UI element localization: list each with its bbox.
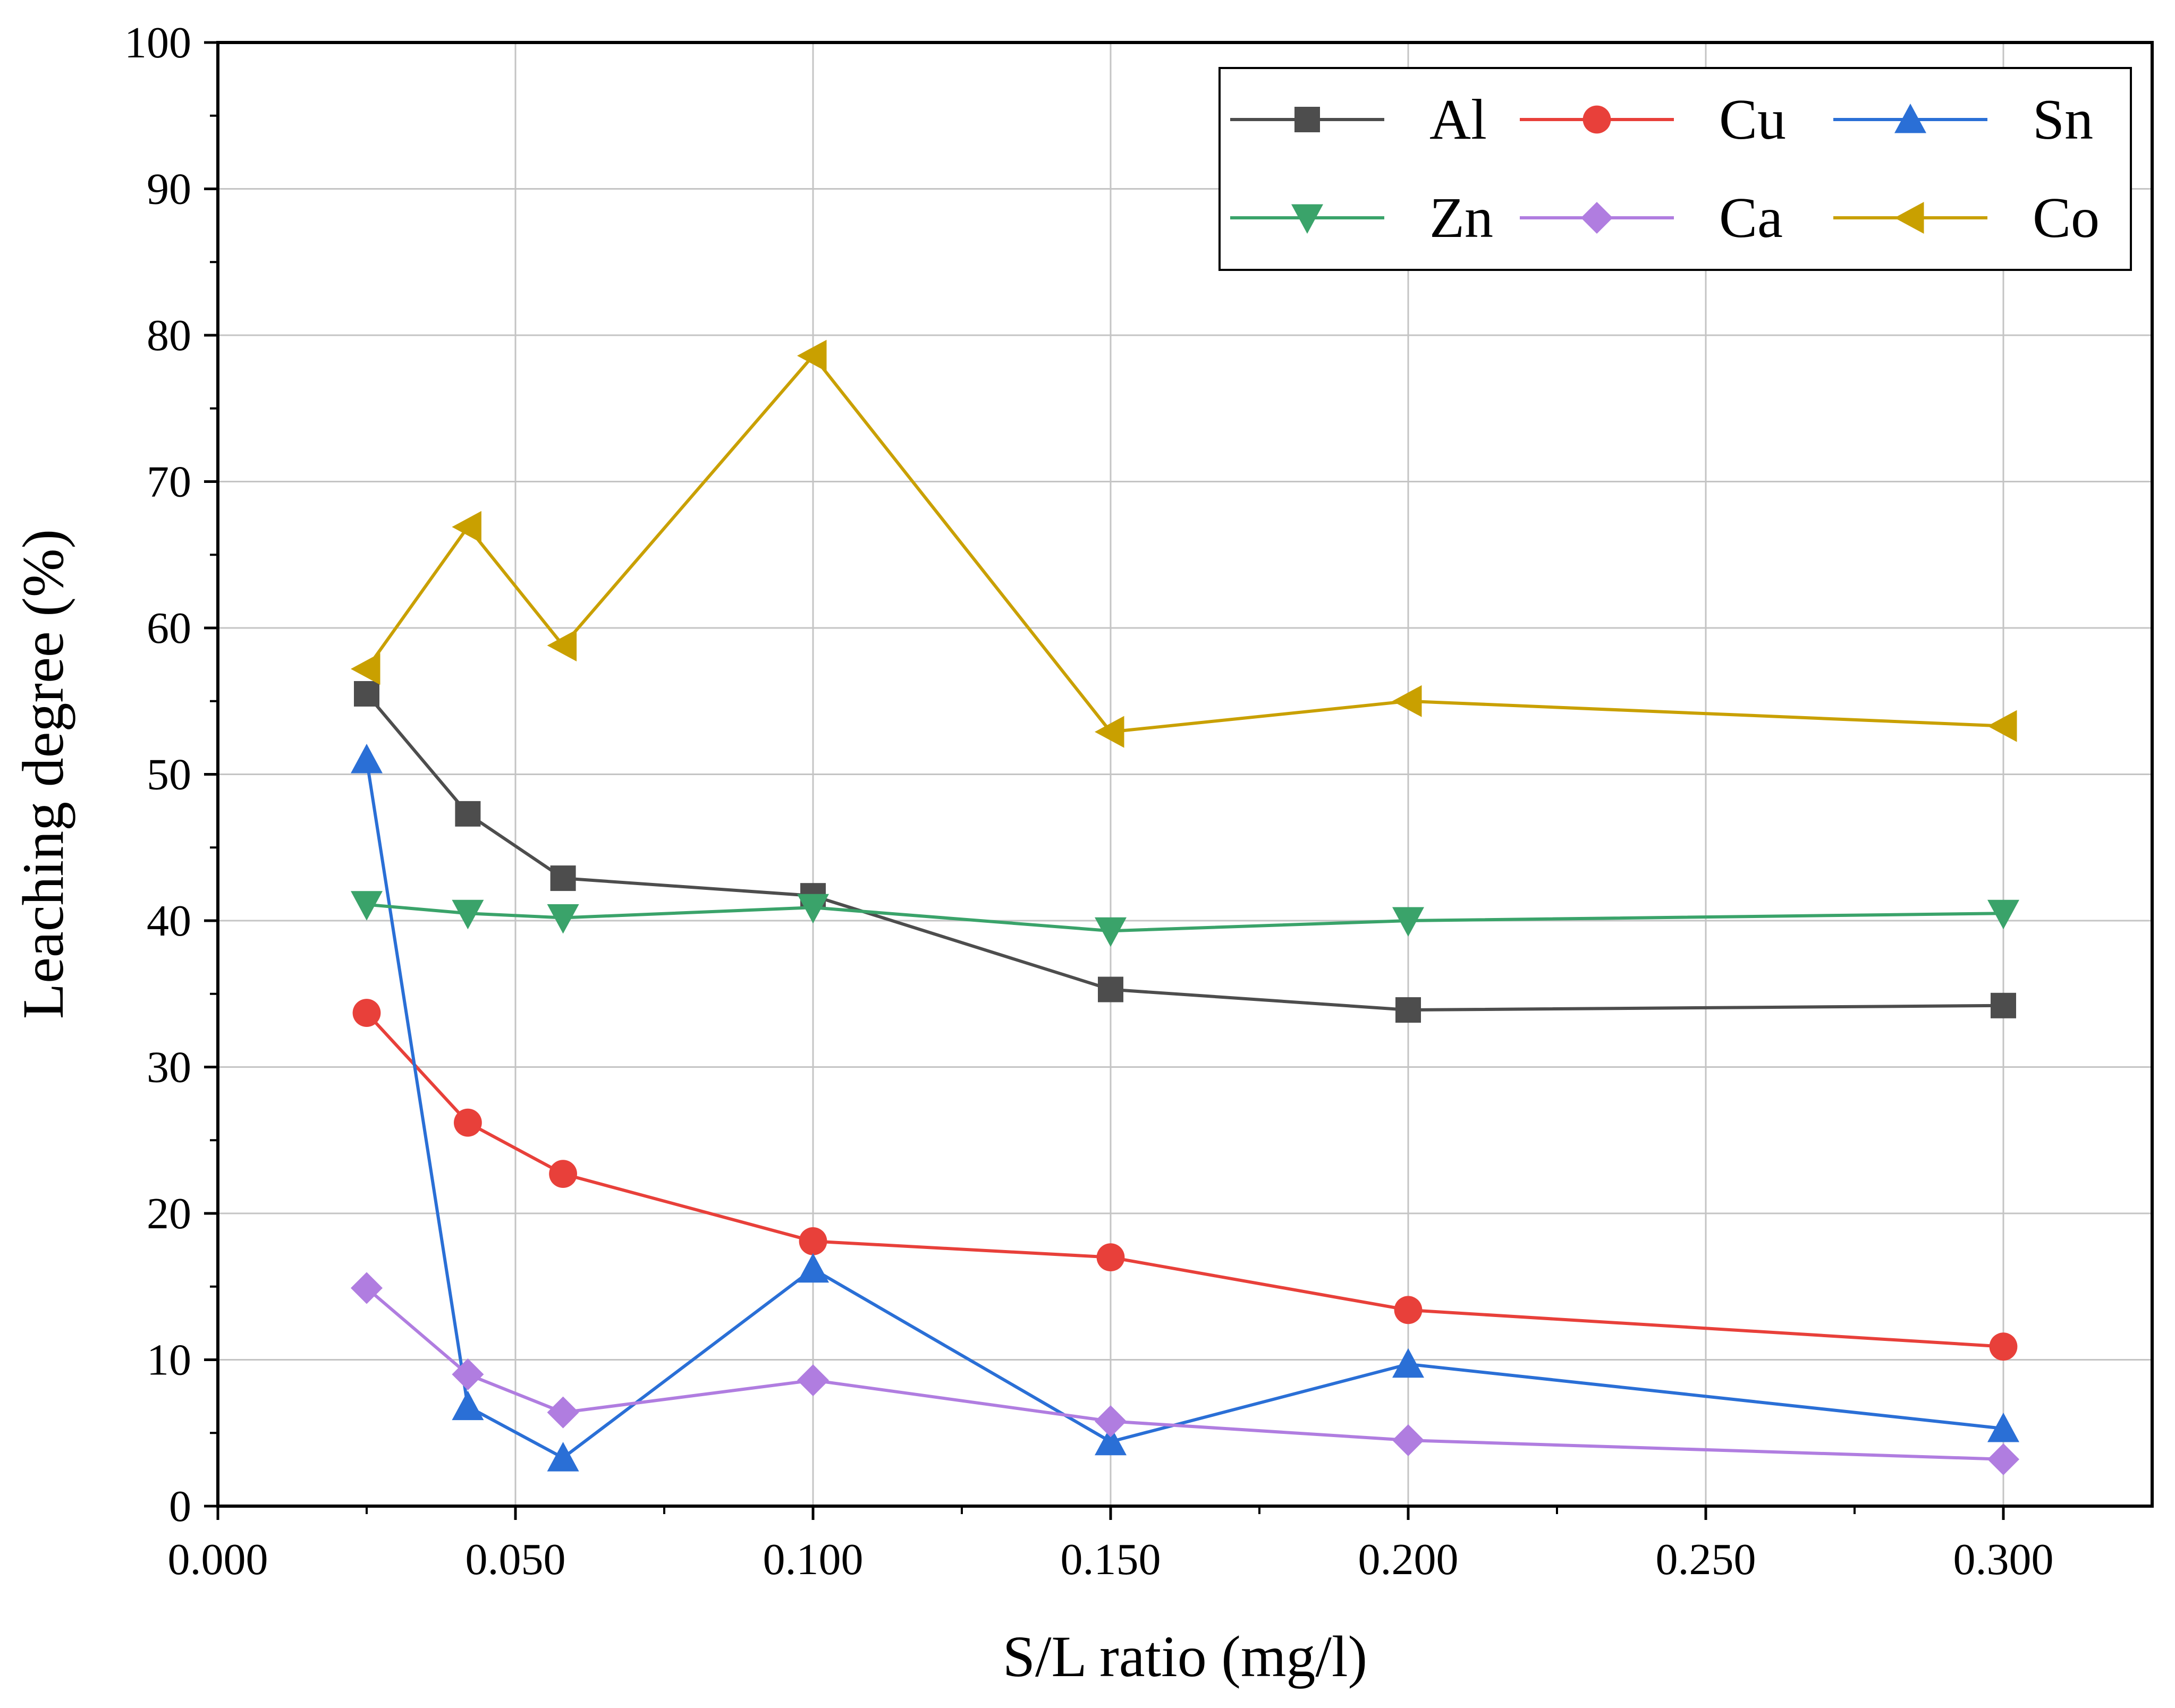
ca-point — [1095, 1405, 1127, 1438]
cu-point — [1989, 1332, 2018, 1361]
sn-point — [351, 743, 383, 774]
legend-label-sn: Sn — [2033, 88, 2093, 151]
cu-point — [1394, 1296, 1423, 1324]
zn-point — [351, 891, 383, 921]
co-point — [1392, 685, 1422, 717]
y-tick-label: 40 — [147, 896, 191, 946]
series-cu — [352, 999, 2018, 1361]
al-point — [550, 865, 576, 891]
legend: Al Cu Sn Zn Ca Co — [1218, 67, 2132, 271]
x-tick-label: 0.200 — [1358, 1535, 1459, 1584]
ca-point — [797, 1364, 829, 1397]
x-tick-label: 0.000 — [168, 1535, 268, 1584]
legend-item-al: Al — [1230, 88, 1487, 151]
ca-point — [1392, 1424, 1424, 1457]
co-point — [452, 511, 481, 543]
sn-point — [1987, 1412, 2019, 1442]
ca-point — [1987, 1443, 2019, 1475]
sn-point — [547, 1442, 579, 1472]
y-tick-label: 80 — [147, 311, 191, 360]
co-line — [365, 354, 2004, 734]
cu-point — [352, 999, 381, 1027]
legend-label-cu: Cu — [1719, 88, 1786, 151]
co-point — [351, 653, 380, 685]
y-axis-title: Leaching degree (%) — [11, 529, 75, 1019]
zn-point — [547, 904, 579, 934]
sn-point — [797, 1253, 829, 1283]
ca-point — [452, 1358, 484, 1391]
legend-marker-ca — [1581, 202, 1613, 234]
legend-item-cu: Cu — [1520, 88, 1786, 151]
legend-label-al: Al — [1429, 88, 1487, 151]
y-tick-label: 20 — [147, 1189, 191, 1238]
cu-point — [549, 1160, 577, 1188]
zn-point — [452, 899, 484, 930]
co-point — [1095, 716, 1124, 748]
x-tick-label: 0.250 — [1656, 1535, 1756, 1584]
legend-label-ca: Ca — [1719, 186, 1783, 250]
zn-point — [797, 894, 829, 924]
legend-box — [1218, 67, 2132, 271]
cu-point — [799, 1227, 827, 1255]
x-tick-label: 0.100 — [763, 1535, 864, 1584]
ca-point — [547, 1396, 579, 1429]
zn-point — [1392, 907, 1424, 937]
x-tick-label: 0.050 — [466, 1535, 566, 1584]
zn-point — [1095, 917, 1127, 947]
legend-item-zn: Zn — [1230, 186, 1493, 250]
legend-item-sn: Sn — [1833, 88, 2093, 151]
grid — [218, 43, 2152, 1506]
sn-point — [1392, 1348, 1424, 1378]
al-point — [1395, 997, 1421, 1023]
co-point — [547, 630, 577, 662]
sn-point — [452, 1390, 484, 1421]
series-co — [351, 339, 2017, 748]
legend-label-co: Co — [2033, 186, 2100, 250]
al-line — [365, 693, 2004, 1012]
ca-point — [351, 1272, 383, 1304]
y-tick-label: 70 — [147, 457, 191, 507]
legend-item-co: Co — [1833, 186, 2100, 250]
legend-marker-co — [1894, 202, 1924, 234]
y-tick-label: 10 — [147, 1336, 191, 1385]
legend-marker-cu — [1582, 105, 1611, 134]
y-tick-label: 60 — [147, 604, 191, 653]
co-point — [797, 339, 827, 372]
y-tick-label: 30 — [147, 1043, 191, 1092]
al-point — [354, 681, 379, 707]
cu-point — [454, 1108, 482, 1137]
tick-labels: 0 10 20 30 40 50 60 70 80 90 100 0.000 0.050 0.100 0.1… — [124, 18, 2054, 1584]
x-tick-label: 0.300 — [1953, 1535, 2054, 1584]
ticks — [204, 41, 2005, 1520]
legend-marker-zn — [1291, 204, 1323, 234]
y-tick-label: 0 — [169, 1482, 191, 1531]
x-axis-title: S/L ratio (mg/l) — [1003, 1624, 1367, 1689]
co-point — [1987, 710, 2017, 742]
legend-marker-sn — [1894, 104, 1926, 133]
cu-point — [1096, 1243, 1125, 1272]
series-ca — [351, 1272, 2019, 1475]
ca-line — [366, 1287, 2004, 1461]
series-sn — [351, 743, 2019, 1472]
sn-line — [365, 759, 2004, 1460]
y-tick-label: 90 — [147, 165, 191, 214]
legend-label-zn: Zn — [1429, 186, 1493, 250]
legend-item-ca: Ca — [1520, 186, 1783, 250]
y-tick-label: 100 — [124, 18, 191, 67]
zn-line — [366, 903, 2004, 933]
al-point — [455, 801, 481, 827]
cu-line — [365, 1012, 2004, 1348]
series-al — [354, 681, 2016, 1023]
al-point — [1098, 976, 1123, 1002]
series-zn — [351, 891, 2019, 947]
al-point — [1991, 992, 2016, 1018]
sn-point — [1095, 1425, 1127, 1456]
series — [351, 339, 2019, 1475]
x-tick-label: 0.150 — [1061, 1535, 1161, 1584]
y-tick-label: 50 — [147, 750, 191, 800]
zn-point — [1987, 899, 2019, 930]
legend-marker-al — [1294, 107, 1320, 132]
